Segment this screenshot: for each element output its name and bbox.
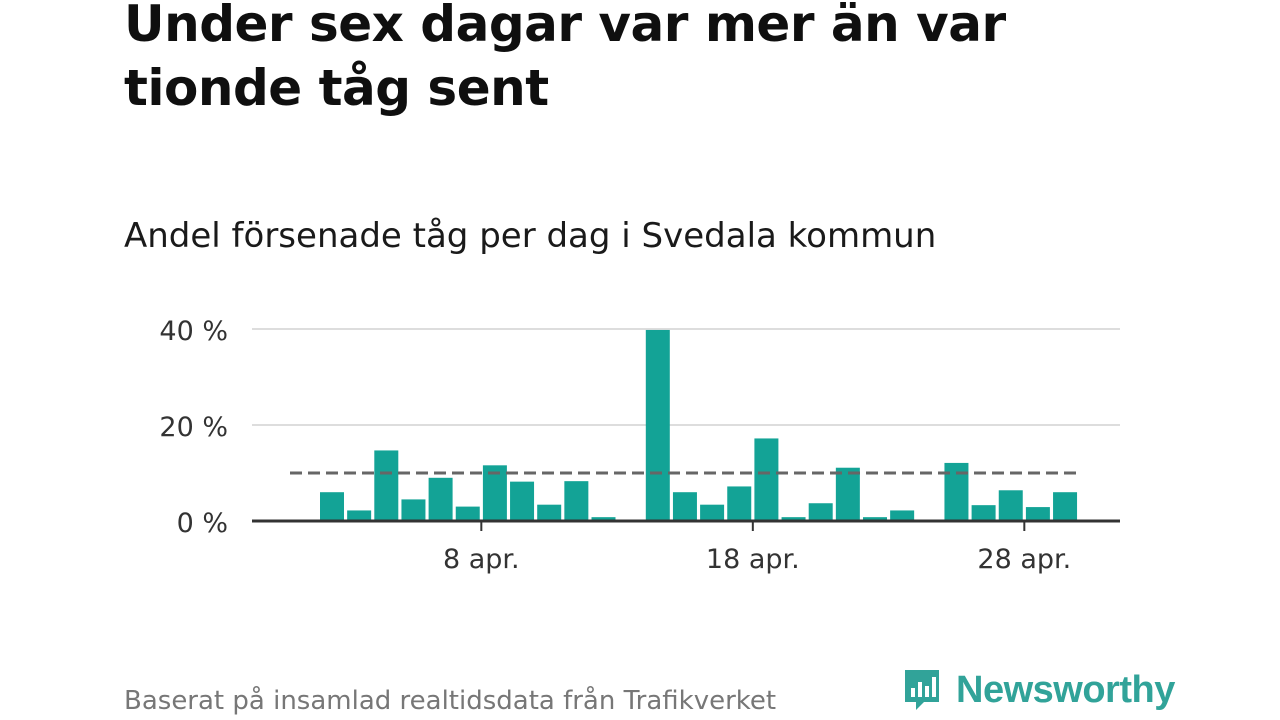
bar <box>428 477 453 521</box>
bar <box>591 517 616 521</box>
source-note: Baserat på insamlad realtidsdata från Tr… <box>124 686 777 716</box>
newsworthy-logo-icon <box>905 670 939 710</box>
y-tick-label: 20 % <box>159 412 228 443</box>
bar <box>1025 507 1050 521</box>
bar <box>374 450 399 521</box>
brand-logo: Newsworthy <box>902 668 1175 720</box>
bar <box>754 438 779 521</box>
bar <box>1053 492 1078 521</box>
bar <box>700 504 725 521</box>
bar <box>510 481 535 521</box>
bar <box>320 492 344 521</box>
y-tick-label: 40 % <box>159 316 228 347</box>
bar <box>863 517 887 521</box>
bar <box>347 510 372 521</box>
y-tick-label: 0 % <box>177 508 228 539</box>
bar <box>645 329 670 521</box>
bar <box>890 510 915 521</box>
bar <box>455 506 480 521</box>
x-tick-label: 18 apr. <box>706 544 800 575</box>
bar <box>835 467 860 521</box>
bar <box>564 481 589 521</box>
x-tick-label: 8 apr. <box>443 544 520 575</box>
brand-name: Newsworthy <box>956 669 1175 711</box>
bar <box>727 486 752 521</box>
bar <box>672 492 697 521</box>
chart-subtitle: Andel försenade tåg per dag i Svedala ko… <box>124 216 937 256</box>
gridlines <box>252 328 1120 426</box>
bar <box>971 505 996 521</box>
bar <box>401 499 426 521</box>
bar <box>537 504 562 521</box>
axes: 0 % 20 % 40 % 8 apr. 18 apr. 28 apr. <box>159 316 1120 575</box>
bar <box>781 517 806 521</box>
bar <box>482 465 507 521</box>
chart-title: Under sex dagar var mer än var tionde tå… <box>124 0 1006 117</box>
bar <box>808 503 833 521</box>
x-tick-label: 28 apr. <box>977 544 1071 575</box>
bars <box>320 329 1078 521</box>
bar-chart: 0 % 20 % 40 % 8 apr. 18 apr. 28 apr. <box>159 316 1120 575</box>
bar <box>998 490 1023 521</box>
